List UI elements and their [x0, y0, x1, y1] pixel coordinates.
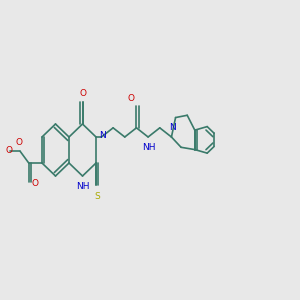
- Text: S: S: [94, 192, 100, 201]
- Text: N: N: [169, 124, 176, 133]
- Text: O: O: [15, 138, 22, 147]
- Text: O: O: [128, 94, 134, 103]
- Text: O: O: [31, 179, 38, 188]
- Text: O: O: [79, 89, 86, 98]
- Text: NH: NH: [142, 143, 156, 152]
- Text: O: O: [5, 146, 12, 155]
- Text: NH: NH: [76, 182, 89, 191]
- Text: N: N: [99, 131, 106, 140]
